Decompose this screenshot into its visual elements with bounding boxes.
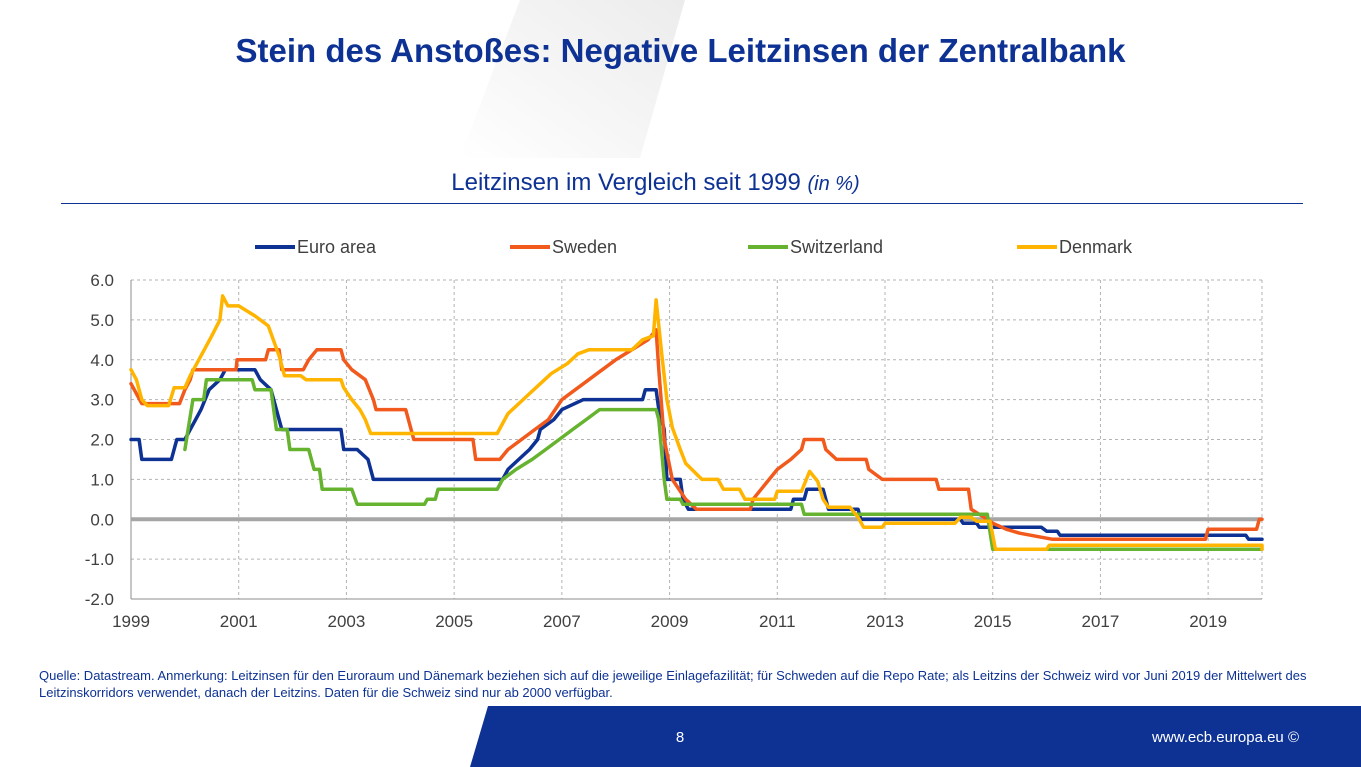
legend-label-sweden: Sweden: [552, 237, 617, 257]
x-tick-label: 2009: [651, 612, 689, 631]
y-tick-label: 1.0: [90, 470, 114, 489]
series-line-euro-area: [129, 367, 1264, 541]
x-tick-label: 2019: [1189, 612, 1227, 631]
y-tick-label: 3.0: [90, 391, 114, 410]
y-tick-label: -2.0: [85, 590, 114, 609]
y-tick-label: -1.0: [85, 550, 114, 569]
chart-title: Leitzinsen im Vergleich seit 1999 (in %): [0, 169, 1311, 197]
title-divider: [61, 203, 1303, 204]
legend-label-euro-area: Euro area: [297, 237, 377, 257]
slide-title: Stein des Anstoßes: Negative Leitzinsen …: [235, 32, 1126, 69]
series-line-switzerland: [183, 377, 1264, 551]
y-tick-label: 0.0: [90, 510, 114, 529]
x-tick-label: 2011: [759, 612, 796, 631]
legend-label-switzerland: Switzerland: [790, 237, 883, 257]
footer-url: www.ecb.europa.eu ©: [1152, 729, 1299, 746]
footer-band: [470, 706, 1361, 767]
x-tick-label: 1999: [112, 612, 150, 631]
source-footnote: Quelle: Datastream. Anmerkung: Leitzinse…: [39, 668, 1307, 700]
chart-grid: [131, 279, 1263, 600]
chart-title-text: Leitzinsen im Vergleich seit 1999: [451, 169, 801, 196]
x-tick-label: 2001: [220, 612, 258, 631]
series-line-sweden: [129, 328, 1264, 541]
y-tick-label: 4.0: [90, 351, 114, 370]
y-tick-label: 2.0: [90, 431, 114, 450]
x-tick-label: 2013: [866, 612, 904, 631]
x-tick-label: 2003: [328, 612, 366, 631]
chart-title-unit: (in %): [807, 173, 860, 195]
legend-label-denmark: Denmark: [1059, 237, 1133, 257]
x-tick-label: 2005: [435, 612, 473, 631]
chart-series: [129, 294, 1264, 551]
series-line-denmark: [129, 294, 1264, 551]
page-number: 8: [675, 729, 685, 746]
x-tick-label: 2015: [974, 612, 1012, 631]
y-tick-label: 5.0: [90, 311, 114, 330]
chart-axes: 6.0 5.0 4.0 3.0 2.0 1.0 0.0 -1.0 -2.0 1999 2001 200…: [85, 271, 1262, 631]
y-tick-label: 6.0: [90, 271, 114, 290]
chart-legend: Euro area Sweden Switzerland Denmark: [255, 237, 1133, 257]
x-tick-label: 2007: [543, 612, 581, 631]
x-tick-label: 2017: [1082, 612, 1120, 631]
